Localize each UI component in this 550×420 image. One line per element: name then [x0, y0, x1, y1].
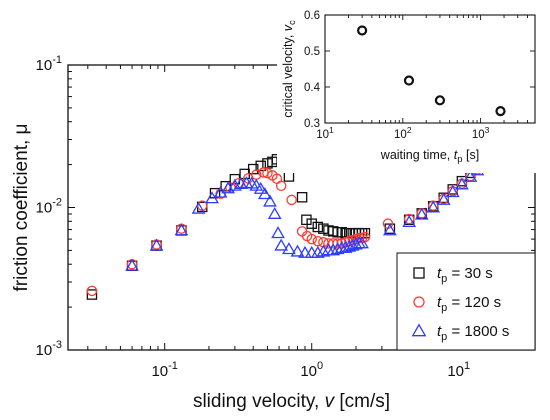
x-tick-label: 101	[447, 360, 470, 380]
inset-frame	[324, 14, 536, 124]
data-point-triangle	[463, 169, 478, 182]
data-point-triangle	[271, 226, 285, 239]
legend-label: tp = 30 s	[437, 265, 493, 285]
x-tick-label: 100	[300, 360, 323, 380]
x-tick-label: 10-1	[151, 360, 177, 380]
legend-box	[396, 252, 536, 351]
data-point-square	[255, 160, 266, 172]
legend: tp = 30 s tp = 120 s tp = 1800 s	[396, 252, 536, 351]
inset-data-point	[403, 75, 415, 86]
inset-x-axis-title: waiting time, tp [s]	[380, 148, 479, 165]
inset-background	[277, 5, 545, 173]
data-point-triangle	[174, 223, 189, 236]
data-point-circle	[312, 235, 324, 247]
inset-y-tick-label: 0.6	[304, 10, 320, 22]
data-point-triangle	[290, 244, 305, 257]
data-point-circle	[306, 233, 317, 245]
inset-y-axis-title: critical velocity, vc	[281, 20, 298, 118]
legend-marker-triangle	[411, 323, 427, 337]
inset-data-point	[357, 25, 368, 36]
legend-marker-square	[413, 267, 425, 279]
data-point-triangle	[402, 215, 417, 228]
data-point-square	[312, 221, 324, 233]
data-point-circle	[403, 213, 415, 225]
data-point-square	[247, 163, 259, 175]
data-point-square	[306, 218, 317, 229]
inset-x-tick-label: 102	[394, 125, 412, 141]
data-point-triangle	[274, 238, 289, 251]
data-point-circle	[86, 285, 98, 297]
data-point-square	[283, 171, 295, 182]
x-axis-title: sliding velocity, v [cm/s]	[193, 391, 390, 412]
data-point-square	[296, 192, 308, 203]
data-point-square	[86, 289, 98, 300]
legend-label: tp = 120 s	[437, 294, 501, 314]
legend-marker-circle	[413, 296, 425, 308]
data-point-triangle	[267, 206, 282, 219]
inset-y-tick-label: 0.5	[304, 46, 320, 58]
inset-y-tick-label: 0.4	[304, 82, 321, 94]
data-point-triangle	[191, 201, 206, 214]
data-point-circle	[286, 194, 297, 206]
data-point-circle	[215, 188, 226, 199]
data-point-triangle	[383, 223, 397, 236]
legend-label: tp = 1800 s	[437, 323, 509, 343]
y-axis-title: friction coefficient, μ	[11, 124, 32, 292]
data-point-triangle	[253, 181, 268, 194]
data-point-triangle	[355, 236, 369, 249]
data-point-triangle	[310, 245, 325, 258]
inset-data-point	[495, 106, 506, 117]
data-point-triangle	[257, 187, 272, 200]
inset-y-tick-label: 0.3	[304, 118, 320, 130]
data-point-triangle	[414, 207, 429, 220]
inset-x-tick-label: 103	[472, 125, 490, 141]
y-tick-label: 10-2	[36, 197, 62, 217]
data-point-square	[301, 214, 312, 226]
data-point-circle	[262, 167, 273, 179]
inset-data-point	[434, 95, 446, 106]
main-axis-labels: 10-1 100 101 10-3 10-2 10-1 sliding velocity, …	[11, 54, 470, 412]
inset-x-tick-label: 101	[316, 125, 334, 141]
data-point-triangle	[326, 243, 341, 256]
y-tick-label: 10-3	[36, 339, 62, 359]
data-point-triangle	[426, 200, 441, 213]
data-point-triangle	[282, 242, 296, 255]
data-point-square	[336, 227, 347, 238]
data-point-triangle	[316, 244, 331, 257]
data-point-triangle	[263, 194, 277, 207]
data-point-triangle	[125, 258, 139, 271]
data-point-circle	[275, 180, 287, 192]
data-point-triangle	[298, 245, 312, 258]
inset-plot: 0.3 0.4 0.5 0.6 101 102 103 waiting time, tp [s…	[277, 5, 545, 173]
series-triangle	[125, 163, 485, 271]
data-point-triangle	[330, 242, 345, 255]
y-tick-label: 10-1	[36, 54, 62, 74]
data-point-triangle	[455, 177, 469, 190]
data-point-triangle	[149, 238, 164, 251]
data-point-triangle	[436, 192, 451, 205]
data-point-triangle	[445, 185, 460, 198]
